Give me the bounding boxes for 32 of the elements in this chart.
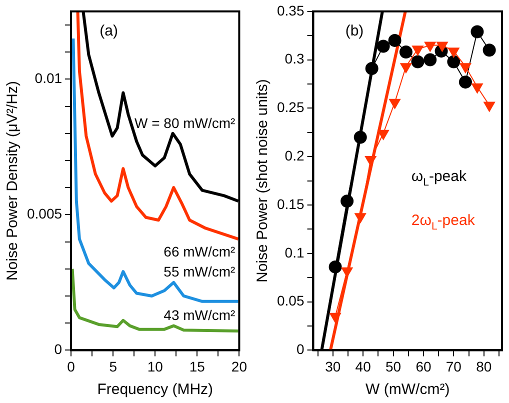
series-label: 55 mW/cm² <box>164 263 236 280</box>
series-label: 43 mW/cm² <box>164 306 236 323</box>
y-axis-title: Noise Power Density (μV²/Hz) <box>4 81 22 281</box>
y-tick-label: 0.1 <box>284 244 304 260</box>
y-tick-label: 0.3 <box>284 50 304 67</box>
annotation: (b) <box>345 22 364 40</box>
x-tick-label: 20 <box>231 358 248 374</box>
x-tick-label: 5 <box>109 358 118 374</box>
x-tick-label: 30 <box>325 358 341 374</box>
y-tick-label: 0 <box>54 341 62 358</box>
x-tick-label: 60 <box>416 358 432 374</box>
y-tick-label: 0.25 <box>277 99 304 116</box>
y-axis-title: Noise Power (shot noise units) <box>254 79 272 283</box>
x-tick-label: 80 <box>476 358 492 374</box>
y-tick-label: 0 <box>296 341 304 358</box>
annotation: (a) <box>100 22 118 40</box>
x-tick-label: 0 <box>67 358 76 374</box>
x-tick-label: 15 <box>189 358 206 374</box>
y-tick-label: 0.15 <box>277 196 304 212</box>
series-label: 66 mW/cm² <box>164 244 236 260</box>
y-tick-label: 0.005 <box>26 206 62 222</box>
x-tick-label: 10 <box>147 358 164 374</box>
series-label: W = 80 mW/cm² <box>134 115 236 132</box>
y-tick-label: 0.35 <box>277 2 304 18</box>
x-tick-label: 40 <box>355 358 372 374</box>
y-tick-label: 0.05 <box>277 292 304 309</box>
x-axis-title: W (mW/cm²) <box>366 381 450 398</box>
y-tick-label: 0.01 <box>34 70 62 86</box>
y-tick-label: 0.2 <box>284 147 304 164</box>
x-axis-title: Frequency (MHz) <box>97 381 214 398</box>
x-tick-label: 70 <box>446 358 462 374</box>
x-tick-label: 50 <box>385 358 402 374</box>
